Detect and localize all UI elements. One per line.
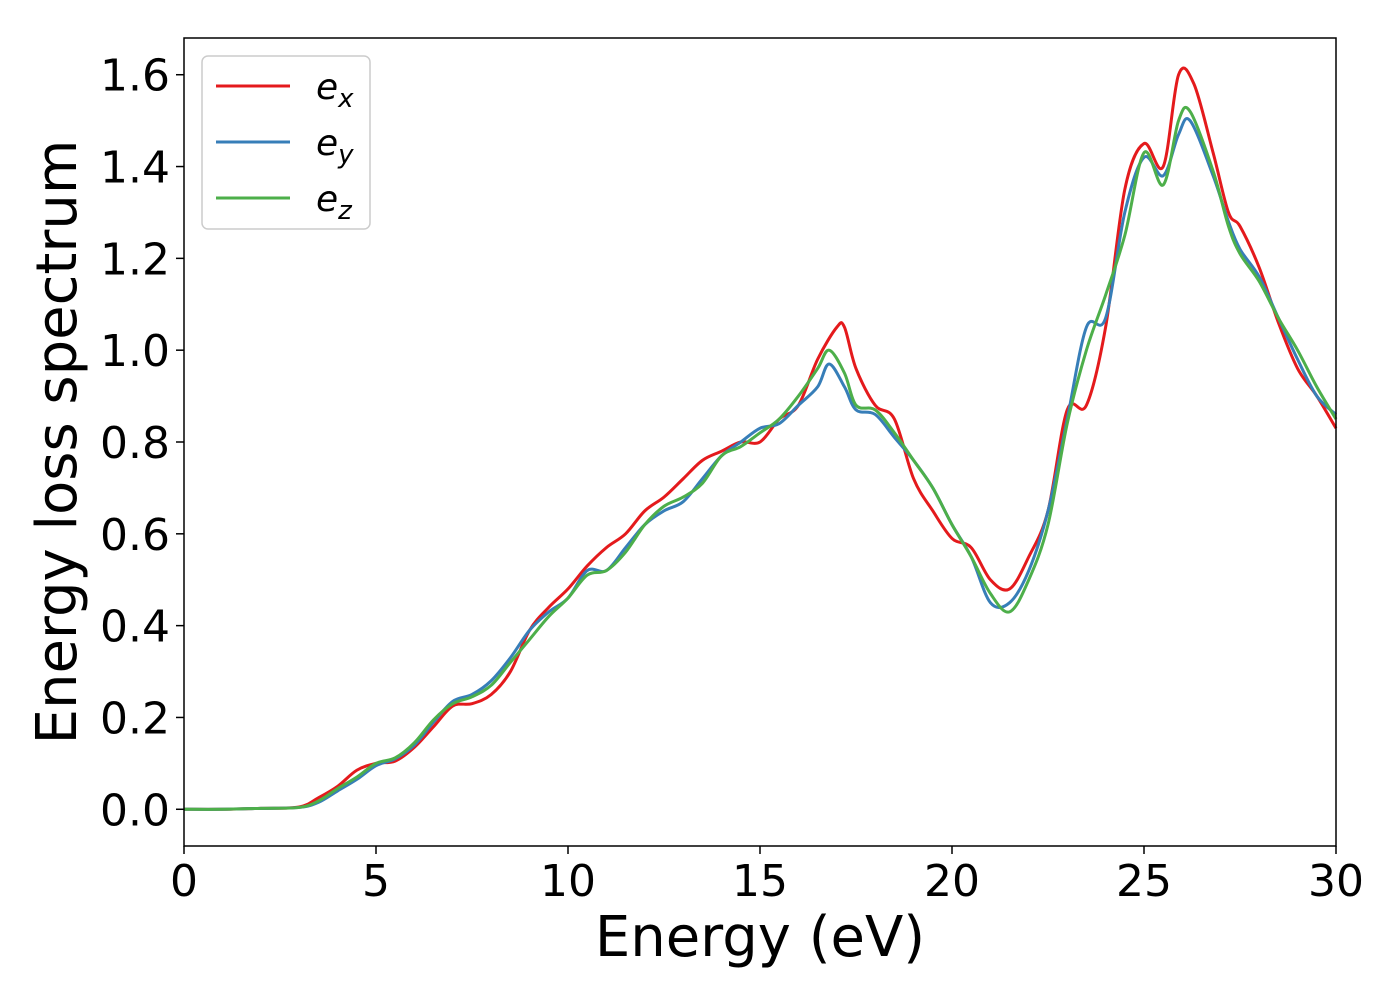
- y-axis-label: Energy loss spectrum: [25, 140, 90, 745]
- x-axis-label: Energy (eV): [595, 905, 925, 970]
- legend-label-ex: ex: [316, 67, 354, 114]
- y-tick-label: 1.6: [100, 51, 170, 102]
- series-layer: [183, 66, 1338, 811]
- x-tick-label: 10: [540, 856, 596, 907]
- y-tick-label: 0.8: [100, 418, 170, 469]
- x-tick-label: 15: [732, 856, 788, 907]
- series-line-ez: [183, 105, 1338, 811]
- y-tick-label: 1.0: [100, 326, 170, 377]
- legend: ex ey ez: [201, 55, 371, 230]
- y-tick-label: 1.2: [100, 234, 170, 285]
- series-line-ex: [183, 66, 1338, 811]
- y-tick-label: 0.6: [100, 510, 170, 561]
- x-tick-label: 30: [1308, 856, 1364, 907]
- y-axis-ticks: 0.0 0.2 0.4 0.6 0.8 1.0 1.2 1.4 1.6: [100, 51, 184, 836]
- legend-label-ez: ez: [316, 179, 353, 226]
- y-tick-label: 0.4: [100, 602, 170, 653]
- y-tick-label: 0.2: [100, 693, 170, 744]
- x-tick-label: 25: [1116, 856, 1172, 907]
- x-axis-ticks: 0 5 10 15 20 25 30: [170, 846, 1364, 907]
- series-line-ey: [183, 117, 1338, 811]
- x-tick-label: 20: [924, 856, 980, 907]
- x-tick-label: 0: [170, 856, 198, 907]
- x-tick-label: 5: [362, 856, 390, 907]
- y-tick-label: 0.0: [100, 785, 170, 836]
- y-tick-label: 1.4: [100, 143, 170, 194]
- legend-label-ey: ey: [316, 123, 354, 170]
